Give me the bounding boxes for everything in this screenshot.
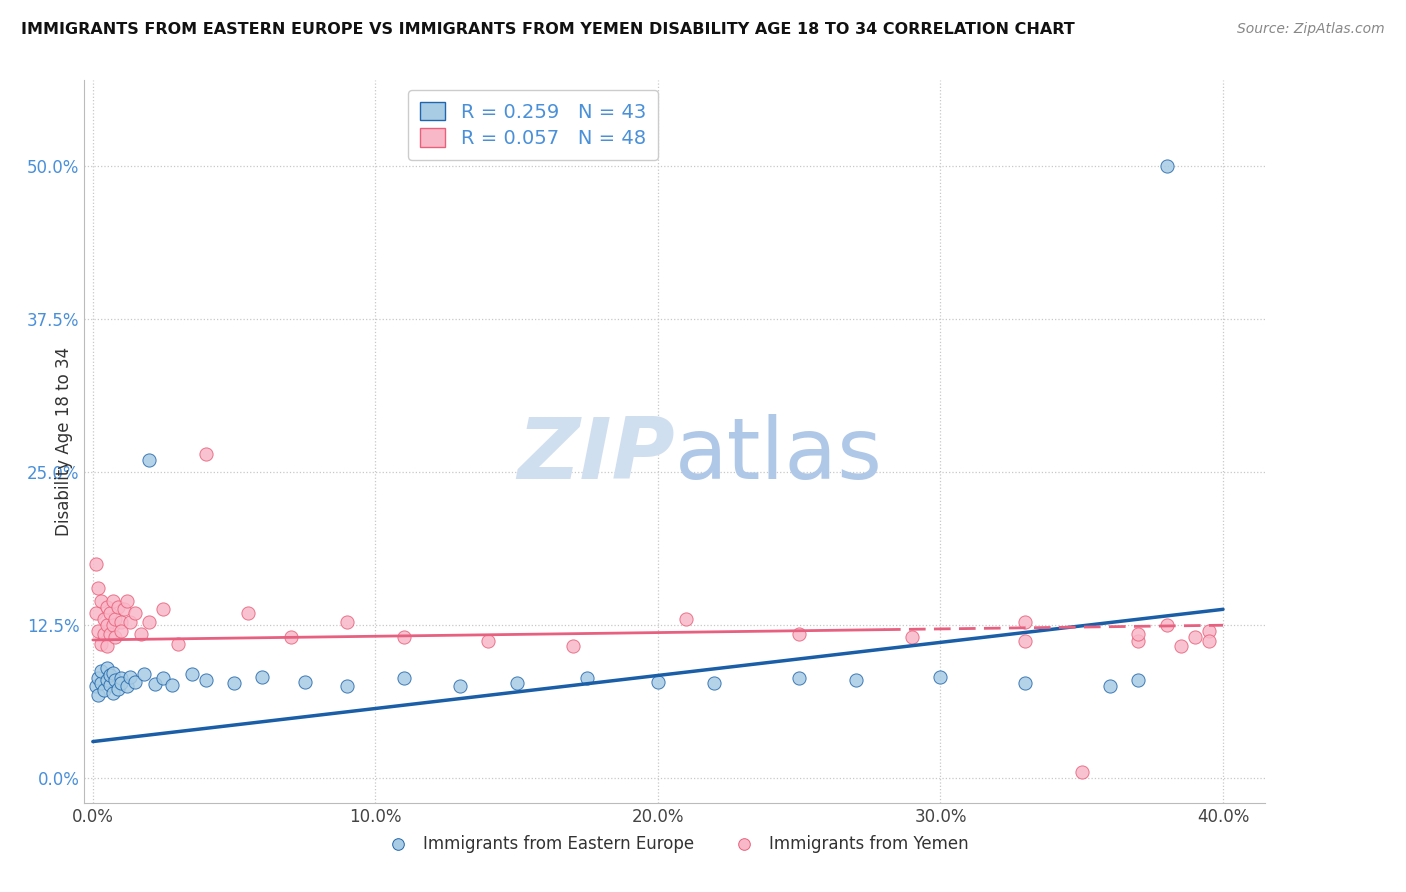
Point [152,671,174,685]
Point [101,665,124,680]
Point [562,639,585,653]
Point [1170,639,1192,653]
Point [110,615,132,629]
Point [1184,631,1206,645]
Point [1198,624,1220,639]
Point [115,593,138,607]
Point [84,557,107,571]
Point [118,615,141,629]
Point [392,631,415,645]
Point [1070,765,1092,780]
Point [336,615,359,629]
Point [1014,634,1036,648]
Point [96,618,118,632]
Point [93,612,115,626]
Point [107,681,129,696]
Point [252,670,274,684]
Point [1128,634,1150,648]
Legend: Immigrants from Eastern Europe, Immigrants from Yemen: Immigrants from Eastern Europe, Immigran… [374,828,976,860]
Point [138,615,160,629]
Point [675,612,697,626]
Point [138,453,160,467]
Point [101,618,124,632]
Point [449,680,471,694]
Point [1198,634,1220,648]
Point [110,624,132,639]
Point [166,637,188,651]
Point [98,678,121,692]
Point [90,593,112,607]
Point [787,671,810,685]
Point [1156,159,1178,173]
Point [1014,615,1036,629]
Point [1128,627,1150,641]
Point [392,671,415,685]
Point [84,680,107,694]
Point [143,677,166,691]
Point [98,627,121,641]
Point [98,668,121,682]
Point [1156,618,1178,632]
Point [96,673,118,688]
Point [703,675,725,690]
Y-axis label: Disability Age 18 to 34: Disability Age 18 to 34 [55,347,73,536]
Point [104,612,127,626]
Point [87,624,110,639]
Point [1098,680,1121,694]
Point [96,661,118,675]
Point [96,639,118,653]
Point [336,680,359,694]
Point [152,602,174,616]
Point [87,688,110,702]
Point [110,671,132,685]
Point [477,634,499,648]
Point [87,582,110,596]
Point [194,447,217,461]
Text: IMMIGRANTS FROM EASTERN EUROPE VS IMMIGRANTS FROM YEMEN DISABILITY AGE 18 TO 34 : IMMIGRANTS FROM EASTERN EUROPE VS IMMIGR… [21,22,1074,37]
Point [180,667,202,681]
Point [104,631,127,645]
Point [160,678,183,692]
Point [576,671,599,685]
Point [224,675,246,690]
Point [90,664,112,678]
Point [129,627,152,641]
Point [1128,673,1150,688]
Point [124,674,146,689]
Point [294,674,316,689]
Point [107,599,129,614]
Point [87,671,110,685]
Point [101,593,124,607]
Point [115,680,138,694]
Point [505,675,527,690]
Point [93,627,115,641]
Point [101,685,124,699]
Point [96,599,118,614]
Point [132,667,155,681]
Point [98,606,121,620]
Point [787,627,810,641]
Point [845,673,868,688]
Point [901,631,924,645]
Point [110,675,132,690]
Point [929,670,952,684]
Point [1014,675,1036,690]
Point [647,674,669,689]
Text: atlas: atlas [675,415,883,498]
Point [112,602,135,616]
Point [124,606,146,620]
Point [84,606,107,620]
Text: Source: ZipAtlas.com: Source: ZipAtlas.com [1237,22,1385,37]
Point [280,631,302,645]
Point [90,675,112,690]
Point [93,683,115,698]
Point [194,673,217,688]
Text: ZIP: ZIP [517,415,675,498]
Point [104,673,127,688]
Point [90,637,112,651]
Point [118,670,141,684]
Point [238,606,260,620]
